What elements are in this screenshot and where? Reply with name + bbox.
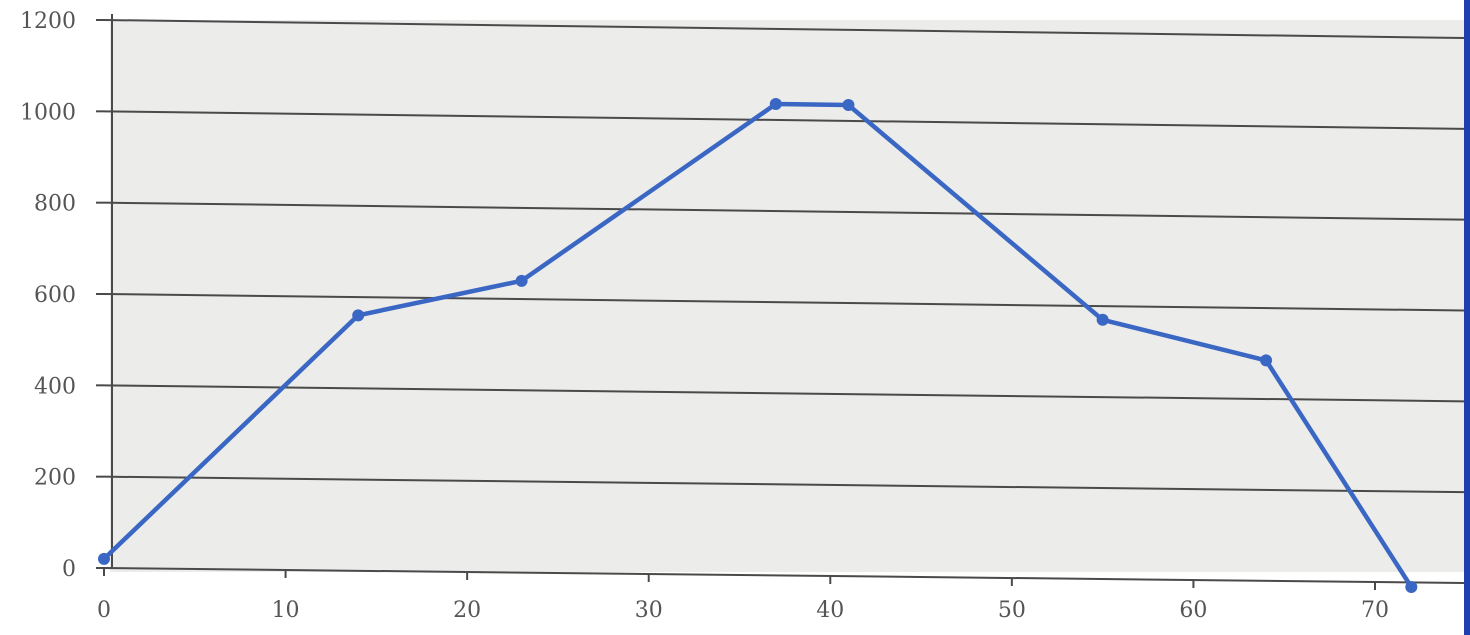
- data-point-0: [98, 552, 110, 565]
- data-point-55: [1096, 313, 1109, 326]
- gridline-y-800: [103, 201, 1465, 221]
- gridline-y-600: [103, 293, 1465, 312]
- x-tick-label-50: 50: [998, 598, 1026, 623]
- x-tick-label-30: 30: [635, 598, 663, 623]
- axes: [103, 14, 1465, 584]
- x-axis-tick-labels: 0 10 20 30 40 50 60 70: [97, 568, 1389, 623]
- x-tick-label-70: 70: [1361, 598, 1389, 623]
- x-tick-label-20: 20: [453, 598, 481, 623]
- data-point-14: [352, 309, 365, 322]
- data-point-23: [515, 274, 528, 287]
- gridline-y-400: [103, 384, 1465, 403]
- y-tick-label-0: 0: [62, 557, 76, 582]
- gridline-y-1000: [103, 110, 1465, 130]
- gridlines: [103, 19, 1465, 494]
- x-tick-label-40: 40: [816, 598, 844, 623]
- y-tick-label-1000: 1000: [20, 100, 76, 125]
- data-point-64: [1260, 354, 1273, 367]
- y-tick-label-200: 200: [34, 466, 76, 491]
- series-layer: [98, 98, 1418, 593]
- data-point-37: [769, 98, 782, 111]
- right-edge-frame: [1464, 0, 1470, 635]
- data-point-41: [842, 98, 855, 111]
- y-tick-label-400: 400: [34, 374, 76, 399]
- gridline-y-200: [103, 475, 1465, 494]
- y-tick-label-600: 600: [34, 283, 76, 308]
- x-tick-label-0: 0: [97, 598, 111, 623]
- x-tick-label-10: 10: [272, 598, 300, 623]
- gridline-y-1200: [103, 19, 1465, 39]
- series-0-line: [101, 101, 1414, 590]
- data-point-72: [1405, 580, 1418, 593]
- y-axis-tick-labels: 0 200 400 600 800 1000 1200: [20, 9, 104, 582]
- x-axis-line: [103, 567, 1465, 584]
- y-tick-label-800: 800: [34, 192, 76, 217]
- y-tick-label-1200: 1200: [20, 9, 76, 34]
- x-tick-label-60: 60: [1179, 598, 1207, 623]
